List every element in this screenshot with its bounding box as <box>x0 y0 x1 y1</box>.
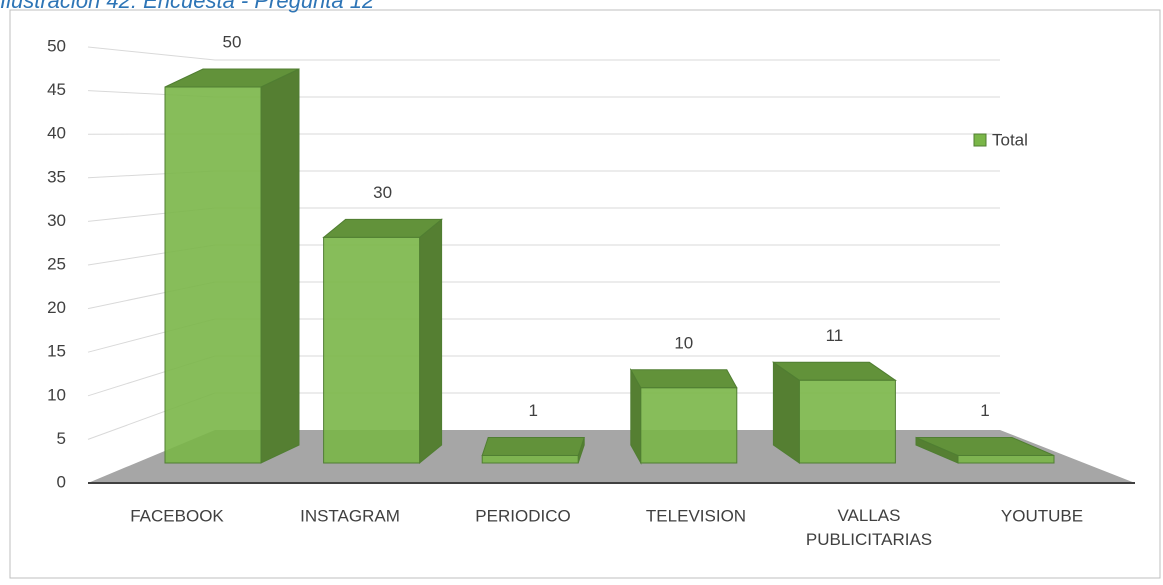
y-tick-label: 35 <box>47 167 66 186</box>
bar <box>324 219 442 463</box>
bar-front <box>799 380 895 463</box>
bar <box>165 69 299 463</box>
value-label: 11 <box>826 326 844 345</box>
chart-title: Ilustración 42: Encuesta - Pregunta 12 <box>0 0 374 13</box>
bar-top <box>482 437 584 455</box>
bar-front <box>482 455 578 463</box>
y-tick-label: 0 <box>57 472 66 491</box>
y-tick-label: 20 <box>47 298 66 317</box>
y-tick-label: 50 <box>47 36 66 55</box>
y-tick-label: 10 <box>47 385 66 404</box>
bar-front <box>958 455 1054 463</box>
value-label: 10 <box>674 333 693 352</box>
y-tick-label: 40 <box>47 124 66 143</box>
value-label: 1 <box>980 401 989 420</box>
bar-front <box>641 388 737 463</box>
bar-front <box>324 237 420 463</box>
bar-side <box>420 219 442 463</box>
x-tick-label: PERIODICO <box>475 506 570 525</box>
value-label: 1 <box>528 401 537 420</box>
y-tick-label: 25 <box>47 254 66 273</box>
x-tick-label: TELEVISION <box>646 506 746 525</box>
x-tick-label: YOUTUBE <box>1001 506 1083 525</box>
bar <box>631 370 737 463</box>
grid-line <box>88 47 215 60</box>
y-tick-label: 45 <box>47 80 66 99</box>
bar-side <box>261 69 299 463</box>
x-tick-label: INSTAGRAM <box>300 506 400 525</box>
legend-label: Total <box>992 130 1028 149</box>
y-tick-label: 5 <box>57 429 66 448</box>
value-label: 50 <box>223 32 242 51</box>
value-label: 30 <box>373 183 392 202</box>
bar <box>482 437 584 463</box>
y-tick-label: 30 <box>47 211 66 230</box>
legend-swatch <box>974 134 986 146</box>
x-tick-label: FACEBOOK <box>130 506 224 525</box>
bar-top <box>631 370 737 388</box>
bar-front <box>165 87 261 463</box>
bar <box>773 362 895 463</box>
y-tick-label: 15 <box>47 342 66 361</box>
